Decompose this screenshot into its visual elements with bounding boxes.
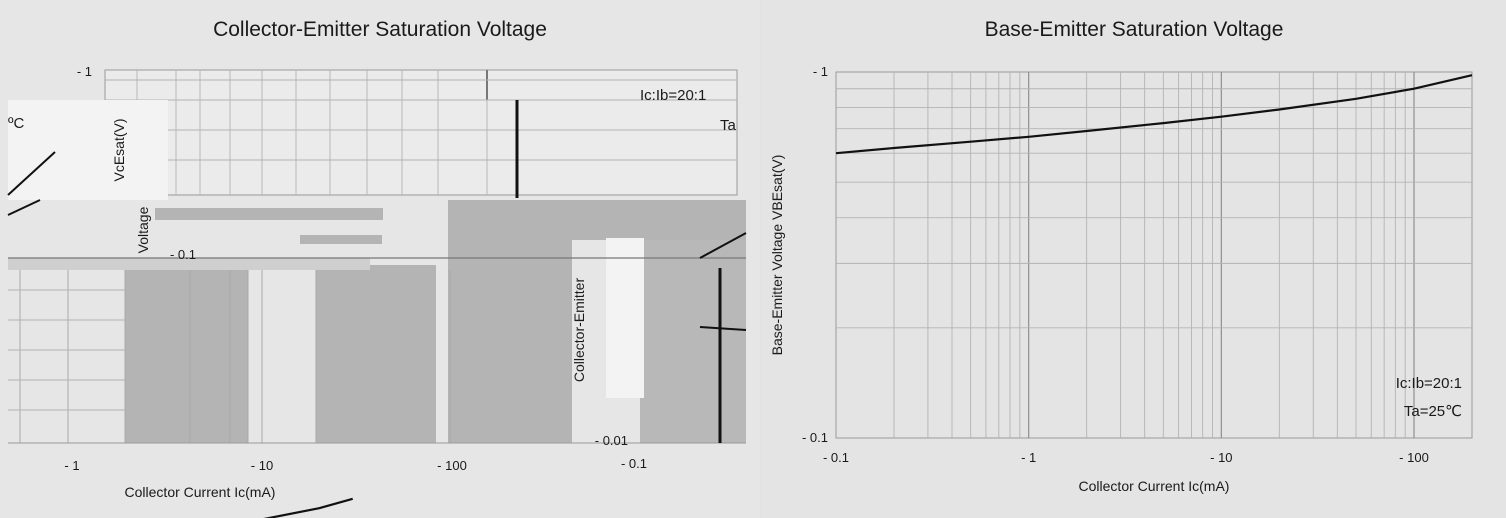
glitch-fragment	[316, 265, 436, 443]
glitch-fragment	[8, 258, 370, 270]
chart-base-emitter: Base-Emitter Saturation Voltage - 0.1 - 1…	[762, 0, 1506, 518]
y-tick-label: - 1	[77, 64, 92, 79]
y-tick-label: - 1	[813, 64, 828, 79]
plot-frame	[104, 69, 738, 196]
glitch-fragment	[300, 235, 382, 244]
glitch-fragment	[640, 240, 746, 443]
chart-title: Collector-Emitter Saturation Voltage	[213, 18, 547, 41]
annotation-temp: Ta	[720, 117, 737, 134]
annotation-temp: Ta=25℃	[1404, 403, 1462, 420]
y-axis-label: Voltage	[135, 206, 151, 253]
plot-frame	[835, 71, 1473, 439]
chart-plot-area: - 0.1 - 1 - 10 - 100 - 1 - 0.1 Collector Curre…	[769, 64, 1473, 494]
y-axis-label: Collector-Emitter	[571, 278, 587, 383]
x-tick-label: - 100	[1399, 450, 1429, 465]
glitch-fragment	[606, 238, 644, 398]
x-tick-label: - 1	[1021, 450, 1036, 465]
chart-plot-area: - 1 - 0.1 - 0.01 - 1 - 10 - 100 - 0.1 Collector…	[7, 64, 747, 518]
glitch-fragment	[155, 208, 383, 220]
glitch-fragment	[572, 200, 746, 240]
glitch-fragment	[448, 200, 572, 443]
x-tick-label: - 100	[437, 458, 467, 473]
chart-title: Base-Emitter Saturation Voltage	[984, 18, 1284, 41]
y-tick-label: - 0.1	[170, 247, 196, 262]
x-tick-label: - 10	[251, 458, 273, 473]
series-line	[835, 74, 1473, 155]
glitch-fragment	[125, 265, 248, 443]
y-axis-label: Base-Emitter Voltage VBEsat(V)	[769, 155, 785, 356]
annotation-ratio: Ic:Ib=20:1	[1396, 375, 1462, 392]
x-tick-label: - 0.1	[621, 456, 647, 471]
x-tick-label: - 0.1	[823, 450, 849, 465]
series-line-fragment	[699, 232, 747, 259]
series-line-fragment	[699, 326, 747, 331]
glitch-fragment	[8, 100, 168, 200]
x-tick-label: - 10	[1210, 450, 1232, 465]
y-tick-label: - 0.1	[802, 430, 828, 445]
series-line-fragment	[7, 199, 41, 216]
series-line-fragment	[7, 151, 56, 196]
series-line	[263, 497, 353, 518]
y-axis-label: VcEsat(V)	[111, 118, 127, 181]
annotation-ratio: Ic:Ib=20:1	[640, 87, 706, 104]
x-axis-label: Collector Current Ic(mA)	[1079, 478, 1230, 494]
x-axis-label: Collector Current Ic(mA)	[125, 484, 276, 500]
y-tick-label: - 0.01	[595, 433, 628, 448]
chart-collector-emitter: Collector-Emitter Saturation Voltage - 1…	[7, 18, 747, 518]
x-tick-label: - 1	[64, 458, 79, 473]
annotation-temp-unit: ºC	[8, 115, 24, 132]
